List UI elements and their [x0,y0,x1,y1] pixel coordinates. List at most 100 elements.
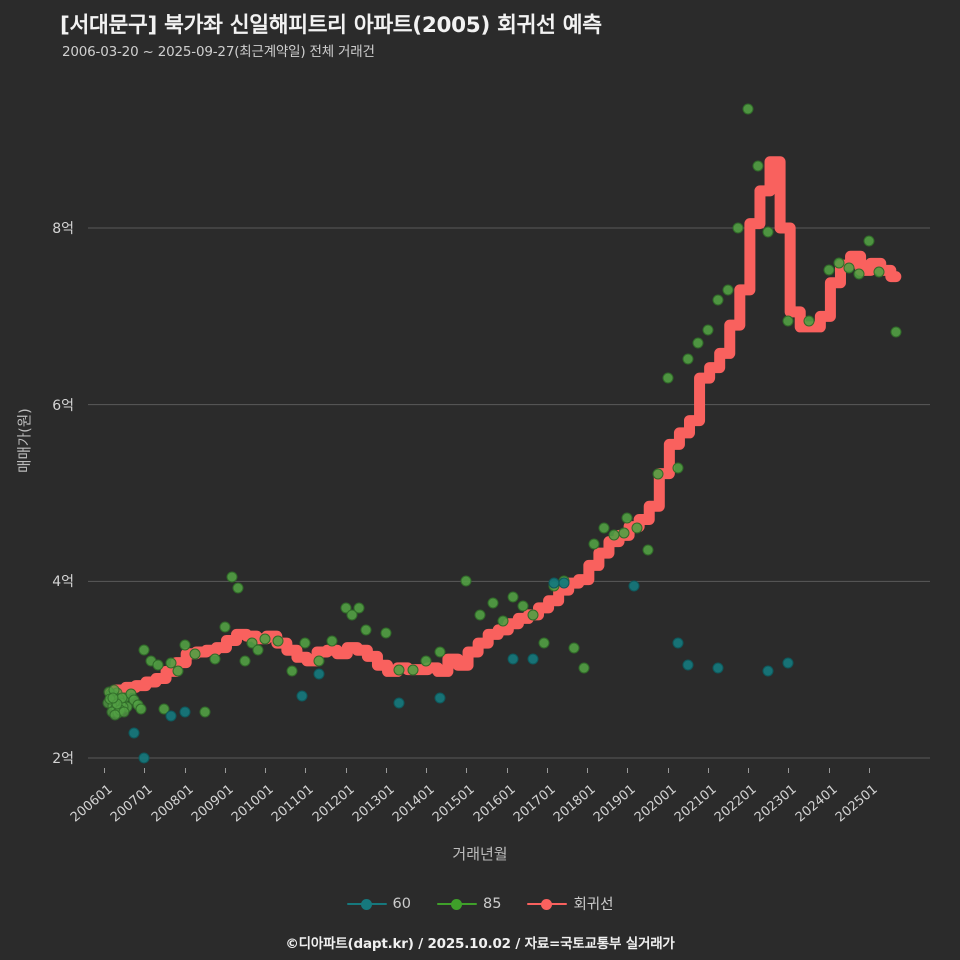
regression-line [105,156,902,700]
legend-entry-회귀선[interactable]: 회귀선 [527,893,613,914]
x-axis-tick-mark [385,768,387,773]
x-axis-tick-mark [345,768,347,773]
scatter-point-85 [853,268,865,280]
scatter-point-85 [353,602,365,614]
scatter-point-85 [135,703,147,715]
scatter-point-60 [507,653,519,665]
scatter-point-85 [340,602,352,614]
scatter-point-85 [299,637,311,649]
scatter-point-85 [722,284,734,296]
scatter-point-85 [420,655,432,667]
scatter-point-85 [286,665,298,677]
footer-credit: ©디아파트(dapt.kr) / 2025.10.02 / 자료=국토교통부 실… [285,936,675,952]
legend-entry-85[interactable]: 85 [436,895,502,912]
scatter-point-60 [179,706,191,718]
scatter-point-85 [272,635,284,647]
scatter-point-85 [782,315,794,327]
x-axis-tick-mark [587,768,589,773]
scatter-point-85 [890,326,902,338]
legend-label: 60 [392,895,411,912]
legend-label: 85 [482,895,502,912]
scatter-point-60 [672,637,684,649]
scatter-point-85 [742,103,754,115]
scatter-point-85 [165,657,177,669]
x-axis-tick-mark [506,768,508,773]
legend-entry-60[interactable]: 60 [346,895,411,912]
y-axis-tick-label: 8억 [52,221,74,237]
scatter-point-85 [863,235,875,247]
scatter-point-85 [434,646,446,658]
scatter-point-85 [682,353,694,365]
scatter-point-85 [219,621,231,633]
x-axis-tick-mark [144,768,146,773]
scatter-point-60 [682,659,694,671]
x-axis-title: 거래년월 [452,845,508,863]
scatter-point-60 [138,752,150,764]
scatter-point-85 [138,644,150,656]
scatter-point-85 [313,655,325,667]
scatter-point-85 [199,706,211,718]
x-axis-tick-mark [426,768,428,773]
x-axis-tick-mark [265,768,267,773]
y-axis-title: 매매가(원) [17,408,34,473]
x-axis-tick-mark [828,768,830,773]
scatter-point-85 [239,655,251,667]
x-axis-tick-mark [184,768,186,773]
scatter-point-85 [474,609,486,621]
x-axis-tick-mark [224,768,226,773]
legend-dot [360,898,372,910]
legend-marker-icon [436,897,477,911]
scatter-point-85 [172,665,184,677]
scatter-point-85 [588,538,600,550]
legend-label: 회귀선 [573,897,614,913]
scatter-point-85 [598,522,610,534]
scatter-point-85 [326,635,338,647]
scatter-point-85 [259,633,271,645]
scatter-point-85 [460,575,472,587]
scatter-point-60 [393,697,405,709]
scatter-point-85 [179,639,191,651]
y-axis-tick-label: 2억 [52,751,74,767]
scatter-point-85 [252,644,264,656]
scatter-point-85 [578,662,590,674]
x-axis-tick-mark [667,768,669,773]
scatter-point-85 [346,609,358,621]
legend-dot [541,898,553,910]
scatter-point-85 [497,615,509,627]
x-axis-tick-mark [546,768,548,773]
x-axis-tick-mark [748,768,750,773]
scatter-point-85 [702,324,714,336]
scatter-point-60 [762,665,774,677]
scatter-point-85 [732,222,744,234]
scatter-point-60 [434,692,446,704]
scatter-point-60 [558,577,570,589]
scatter-point-85 [662,372,674,384]
scatter-point-85 [246,637,258,649]
scatter-point-85 [568,642,580,654]
scatter-point-60 [165,710,177,722]
scatter-point-85 [652,468,664,480]
scatter-point-85 [232,582,244,594]
scatter-point-85 [803,315,815,327]
scatter-point-60 [628,580,640,592]
x-axis-tick-mark [627,768,629,773]
scatter-point-85 [618,527,630,539]
scatter-point-85 [762,226,774,238]
scatter-point-85 [642,544,654,556]
scatter-point-85 [507,591,519,603]
legend-dot [450,898,462,910]
scatter-point-85 [527,609,539,621]
scatter-point-85 [692,337,704,349]
scatter-point-85 [393,664,405,676]
scatter-point-85 [538,637,550,649]
scatter-point-85 [380,627,392,639]
scatter-point-60 [782,657,794,669]
scatter-point-85 [158,703,170,715]
x-axis-tick-mark [466,768,468,773]
scatter-point-85 [360,624,372,636]
scatter-point-85 [407,664,419,676]
y-axis-tick-label: 4억 [52,574,74,591]
scatter-point-85 [107,692,119,704]
